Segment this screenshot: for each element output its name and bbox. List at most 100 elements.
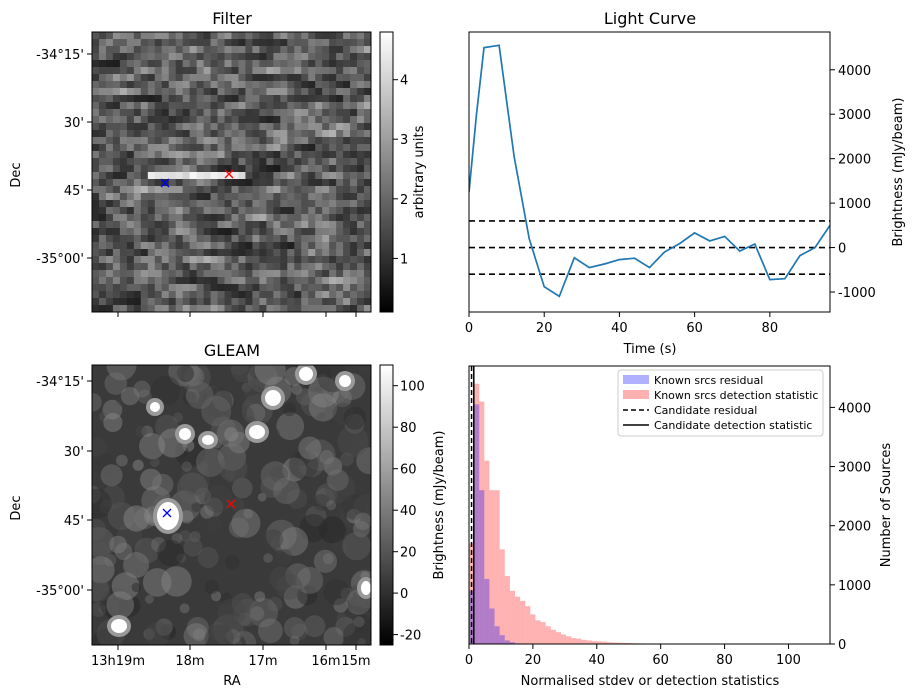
- filter-pixel: [287, 95, 295, 103]
- filter-pixel: [273, 53, 281, 61]
- filter-pixel: [175, 81, 184, 89]
- gleam-blob: [228, 431, 250, 454]
- filter-pixel: [161, 291, 170, 299]
- filter-pixel: [203, 200, 211, 208]
- filter-pixel: [224, 228, 232, 236]
- filter-pixel: [182, 284, 191, 292]
- filter-pixel: [133, 221, 142, 229]
- filter-pixel: [112, 53, 121, 61]
- filter-pixel: [329, 228, 337, 236]
- gleam-blob: [179, 530, 191, 542]
- filter-pixel: [245, 53, 253, 61]
- filter-pixel: [259, 193, 267, 201]
- filter-pixel: [294, 74, 302, 82]
- detection-bar: [520, 600, 526, 644]
- filter-pixel: [203, 102, 211, 110]
- filter-pixel: [210, 74, 218, 82]
- filter-pixel: [301, 74, 309, 82]
- filter-pixel: [140, 116, 149, 124]
- gleam-blob: [183, 623, 209, 645]
- filter-pixel: [112, 81, 121, 89]
- filter-pixel: [273, 39, 281, 47]
- filter-pixel: [133, 137, 142, 145]
- legend-swatch: [623, 375, 649, 384]
- filter-pixel: [259, 46, 267, 54]
- filter-pixel: [259, 284, 267, 292]
- filter-pixel: [140, 81, 149, 89]
- filter-pixel: [161, 242, 170, 250]
- filter-pixel: [147, 186, 156, 194]
- gleam-blob: [354, 512, 371, 530]
- filter-pixel: [175, 144, 184, 152]
- filter-pixel: [119, 305, 128, 312]
- filter-pixel: [147, 74, 156, 82]
- gleam-colorbar: [379, 364, 394, 646]
- filter-pixel: [224, 235, 232, 243]
- filter-pixel: [336, 221, 344, 229]
- filter-pixel: [126, 186, 135, 194]
- filter-pixel: [133, 228, 142, 236]
- filter-pixel: [189, 235, 198, 243]
- filter-pixel: [224, 172, 232, 180]
- filter-pixel: [315, 172, 323, 180]
- filter-pixel: [259, 53, 267, 61]
- filter-pixel: [350, 284, 358, 292]
- filter-pixel: [322, 81, 330, 89]
- filter-pixel: [322, 165, 330, 173]
- filter-pixel: [133, 53, 142, 61]
- filter-pixel: [119, 256, 128, 264]
- filter-pixel: [154, 81, 163, 89]
- filter-pixel: [308, 270, 316, 278]
- filter-pixel: [301, 263, 309, 271]
- filter-pixel: [92, 298, 100, 306]
- filter-pixel: [294, 95, 302, 103]
- gleam-blob: [291, 623, 308, 640]
- filter-pixel: [126, 256, 135, 264]
- gleam-blob: [184, 366, 205, 387]
- filter-pixel: [92, 284, 100, 292]
- filter-pixel: [203, 151, 211, 159]
- filter-pixel: [126, 249, 135, 257]
- histogram-plot: [469, 366, 802, 644]
- filter-pixel: [357, 284, 365, 292]
- filter-pixel: [105, 263, 114, 271]
- filter-pixel: [133, 46, 142, 54]
- filter-pixel: [266, 186, 274, 194]
- histogram-ylabel: Number of Sources: [879, 443, 894, 568]
- filter-pixel: [287, 284, 295, 292]
- filter-pixel: [154, 221, 163, 229]
- filter-pixel: [203, 95, 211, 103]
- filter-pixel: [126, 88, 135, 96]
- filter-pixel: [196, 137, 205, 145]
- filter-pixel: [92, 109, 100, 117]
- filter-pixel: [322, 242, 330, 250]
- filter-pixel: [217, 228, 225, 236]
- filter-pixel: [133, 298, 142, 306]
- gleam-blob: [102, 399, 123, 420]
- gleam-blob: [326, 469, 349, 491]
- gleam-blob: [323, 627, 345, 645]
- filter-pixel: [322, 32, 330, 40]
- filter-pixel: [112, 235, 121, 243]
- filter-pixel: [308, 200, 316, 208]
- filter-pixel: [168, 179, 177, 187]
- filter-pixel: [175, 179, 184, 187]
- filter-pixel: [364, 221, 371, 229]
- filter-pixel: [259, 228, 267, 236]
- gleam-blob: [279, 527, 309, 556]
- filter-pixel: [196, 228, 205, 236]
- histogram-frame: [468, 365, 831, 645]
- gleam-blob: [224, 554, 240, 570]
- filter-pixel: [252, 242, 260, 250]
- filter-pixel: [266, 242, 274, 250]
- filter-pixel: [203, 67, 211, 75]
- filter-pixel: [224, 53, 232, 61]
- filter-pixel: [168, 291, 177, 299]
- filter-pixel: [315, 270, 323, 278]
- filter-pixel: [252, 277, 260, 285]
- filter-pixel: [98, 221, 107, 229]
- filter-pixel: [210, 291, 218, 299]
- filter-pixel: [126, 39, 135, 47]
- filter-pixel: [196, 165, 205, 173]
- filter-pixel: [308, 165, 316, 173]
